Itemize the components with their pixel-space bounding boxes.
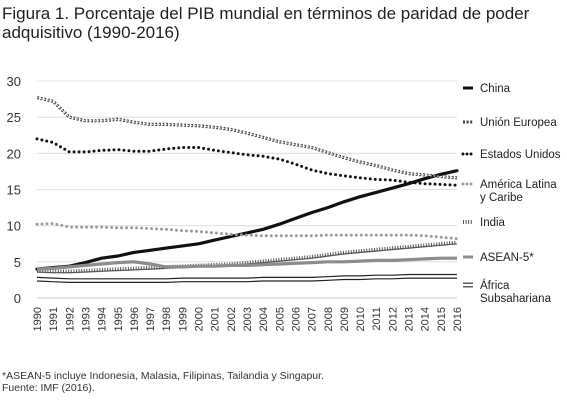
x-tick-label: 2012 [387,307,399,331]
legend-label: Estados Unidos [480,149,561,161]
x-tick-label: 2011 [371,307,383,331]
x-tick-label: 2014 [420,307,432,331]
x-tick-label: 1991 [48,307,60,331]
legend-label: América Latina y Caribe [480,179,557,204]
x-tick-label: 2004 [258,307,270,331]
legend-label: China [480,83,511,95]
series-line-africa-subsahariana [36,273,457,280]
x-tick-label: 1994 [97,307,109,331]
x-tick-label: 1990 [32,307,44,331]
x-tick-label: 2008 [323,307,335,331]
y-tick-label: 25 [7,110,21,125]
x-tick-label: 2013 [404,307,416,331]
series-line-china [35,169,459,271]
legend-label: África Subsahariana [480,279,552,305]
x-tick-label: 2002 [226,307,238,331]
y-tick-label: 15 [7,183,21,198]
series-line-estados-unidos [35,137,459,187]
y-tick-label: 10 [7,219,21,234]
chart-title: Figura 1. Porcentaje del PIB mundial en … [2,4,530,42]
x-tick-label: 2007 [307,307,319,331]
x-tick-label: 2003 [242,307,254,331]
series-line-africa-subsahariana-2 [36,277,457,284]
series-line-union-europea-inner [36,97,458,179]
legend-label: Unión Europea [480,117,557,129]
x-tick-label: 1996 [129,307,141,331]
x-tick-label: 1998 [161,307,173,331]
chart-footnote: *ASEAN-5 incluye Indonesia, Malasia, Fil… [2,370,324,382]
x-tick-label: 2006 [290,307,302,331]
x-tick-label: 2000 [194,307,206,331]
y-tick-label: 30 [7,74,21,89]
y-tick-label: 0 [14,291,21,306]
series-line-union-europea [36,96,458,180]
x-tick-label: 2016 [452,307,464,331]
x-tick-label: 2005 [274,307,286,331]
legend-label: ASEAN-5* [480,252,534,264]
chart-source: Fuente: IMF (2016). [2,382,95,394]
y-tick-label: 20 [7,146,21,161]
x-tick-label: 2009 [339,307,351,331]
series-line-america-latina [35,221,459,241]
x-tick-label: 1993 [80,307,92,331]
x-tick-label: 2015 [436,307,448,331]
x-tick-label: 2001 [210,307,222,331]
x-tick-label: 1995 [113,307,125,331]
legend-label: India [480,217,506,229]
y-tick-label: 5 [14,255,21,270]
x-tick-label: 1997 [145,307,157,331]
x-tick-label: 2010 [355,307,367,331]
series-line-asean-5 [36,256,457,271]
x-tick-label: 1992 [64,307,76,331]
x-tick-label: 1999 [177,307,189,331]
